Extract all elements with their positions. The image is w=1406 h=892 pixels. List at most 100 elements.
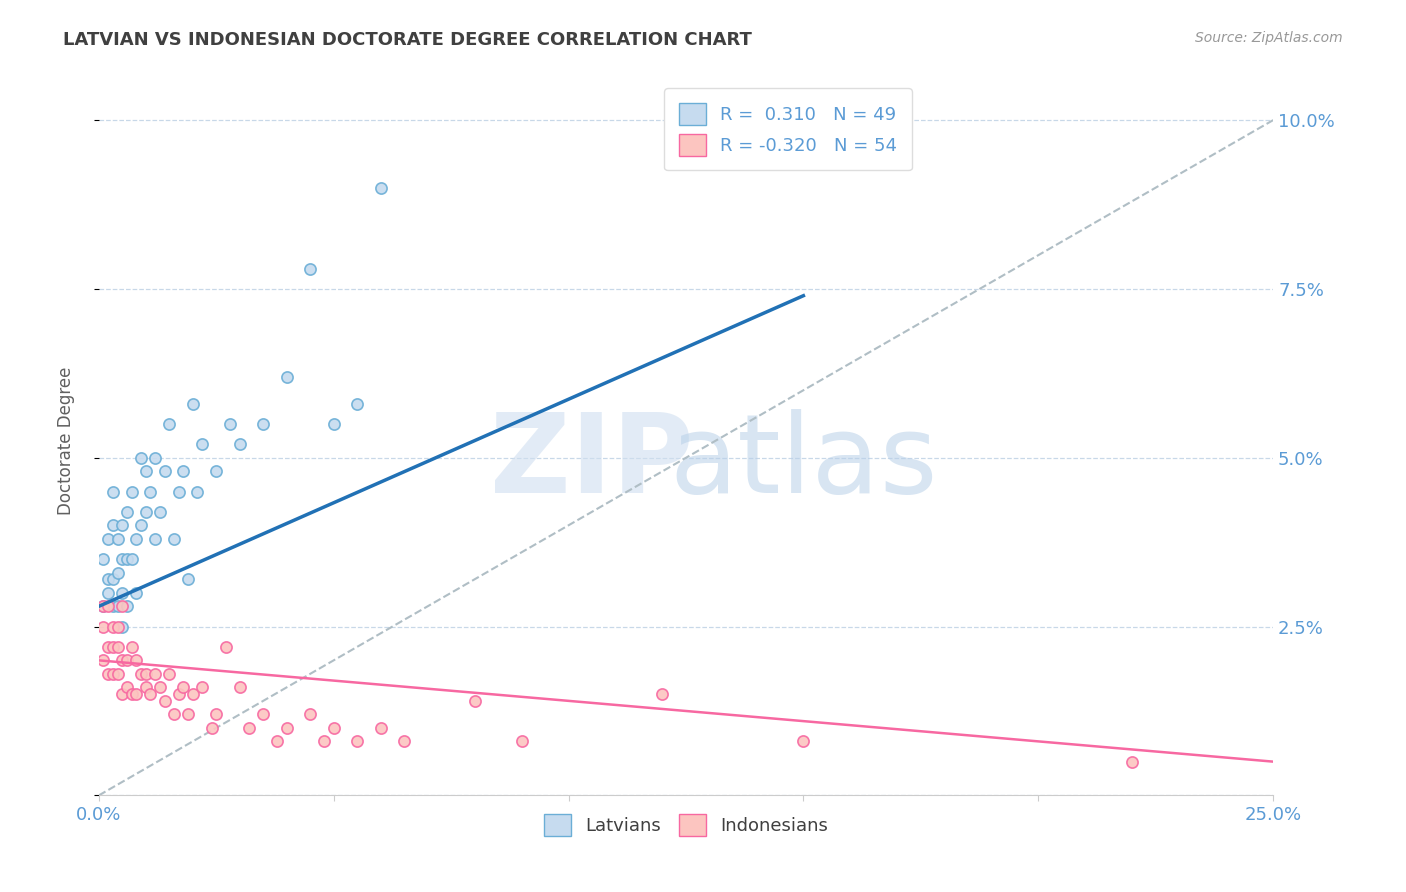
Point	[238, 721, 260, 735]
Point	[177, 572, 200, 586]
Point	[370, 721, 392, 735]
Point	[101, 572, 124, 586]
Point	[252, 417, 274, 431]
Point	[135, 464, 157, 478]
Point	[135, 681, 157, 695]
Point	[93, 599, 115, 614]
Point	[205, 464, 228, 478]
Point	[266, 734, 288, 748]
Point	[115, 681, 138, 695]
Point	[107, 566, 129, 580]
Point	[181, 397, 204, 411]
Point	[97, 640, 120, 654]
Point	[101, 599, 124, 614]
Point	[121, 484, 143, 499]
Point	[143, 450, 166, 465]
Point	[97, 572, 120, 586]
Point	[191, 437, 214, 451]
Point	[135, 666, 157, 681]
Point	[97, 532, 120, 546]
Point	[101, 518, 124, 533]
Point	[276, 721, 298, 735]
Point	[167, 687, 190, 701]
Point	[97, 599, 120, 614]
Point	[322, 417, 344, 431]
Point	[129, 450, 152, 465]
Point	[149, 505, 172, 519]
Point	[276, 369, 298, 384]
Point	[510, 734, 533, 748]
Point	[121, 687, 143, 701]
Text: ZIP: ZIP	[491, 409, 693, 516]
Point	[93, 619, 115, 633]
Text: atlas: atlas	[669, 409, 938, 516]
Point	[322, 721, 344, 735]
Point	[651, 687, 673, 701]
Point	[792, 734, 814, 748]
Point	[172, 681, 194, 695]
Point	[181, 687, 204, 701]
Point	[153, 694, 176, 708]
Point	[107, 599, 129, 614]
Point	[139, 484, 162, 499]
Point	[121, 552, 143, 566]
Point	[101, 484, 124, 499]
Point	[163, 707, 186, 722]
Text: Source: ZipAtlas.com: Source: ZipAtlas.com	[1195, 31, 1343, 45]
Point	[228, 437, 250, 451]
Point	[111, 586, 134, 600]
Point	[153, 464, 176, 478]
Point	[93, 552, 115, 566]
Point	[111, 653, 134, 667]
Point	[115, 505, 138, 519]
Point	[157, 417, 180, 431]
Point	[252, 707, 274, 722]
Point	[121, 640, 143, 654]
Point	[115, 599, 138, 614]
Point	[346, 734, 368, 748]
Point	[125, 586, 148, 600]
Point	[191, 681, 214, 695]
Point	[139, 687, 162, 701]
Point	[177, 707, 200, 722]
Point	[125, 687, 148, 701]
Point	[1121, 755, 1143, 769]
Point	[205, 707, 228, 722]
Point	[163, 532, 186, 546]
Point	[172, 464, 194, 478]
Point	[464, 694, 486, 708]
Point	[143, 666, 166, 681]
Point	[167, 484, 190, 499]
Point	[111, 518, 134, 533]
Point	[115, 552, 138, 566]
Point	[135, 505, 157, 519]
Point	[125, 532, 148, 546]
Point	[107, 619, 129, 633]
Point	[186, 484, 208, 499]
Point	[93, 599, 115, 614]
Point	[97, 666, 120, 681]
Point	[149, 681, 172, 695]
Text: LATVIAN VS INDONESIAN DOCTORATE DEGREE CORRELATION CHART: LATVIAN VS INDONESIAN DOCTORATE DEGREE C…	[63, 31, 752, 49]
Y-axis label: Doctorate Degree: Doctorate Degree	[58, 367, 75, 515]
Point	[111, 619, 134, 633]
Point	[299, 707, 322, 722]
Point	[97, 586, 120, 600]
Point	[143, 532, 166, 546]
Point	[299, 261, 322, 276]
Point	[107, 640, 129, 654]
Point	[346, 397, 368, 411]
Legend: Latvians, Indonesians: Latvians, Indonesians	[536, 806, 835, 843]
Point	[111, 552, 134, 566]
Point	[111, 599, 134, 614]
Point	[101, 666, 124, 681]
Point	[214, 640, 236, 654]
Point	[392, 734, 415, 748]
Point	[200, 721, 222, 735]
Point	[129, 518, 152, 533]
Point	[219, 417, 242, 431]
Point	[107, 532, 129, 546]
Point	[228, 681, 250, 695]
Point	[157, 666, 180, 681]
Point	[370, 180, 392, 194]
